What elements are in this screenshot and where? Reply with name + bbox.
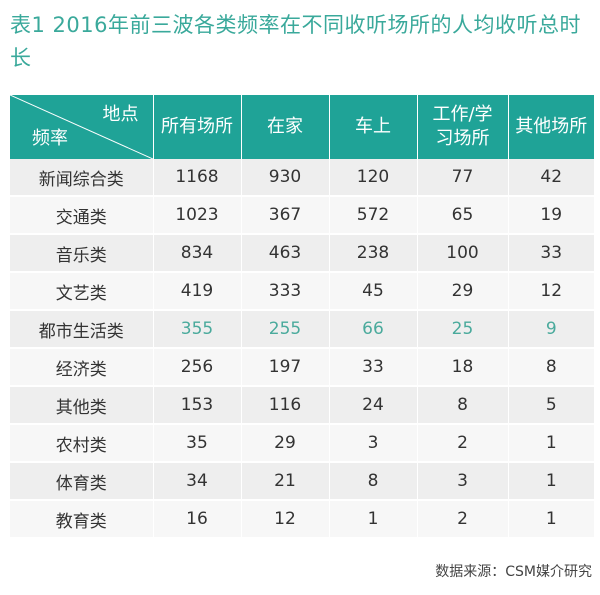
- table-cell: 24: [328, 386, 417, 425]
- row-label: 体育类: [10, 462, 153, 501]
- table-cell: 120: [328, 159, 417, 197]
- table-cell: 463: [240, 234, 329, 273]
- table-cell: 153: [152, 386, 241, 425]
- table-cell: 45: [328, 272, 417, 311]
- column-header-work: 工作/学习场所: [416, 95, 508, 159]
- row-label: 新闻综合类: [10, 159, 153, 197]
- corner-header-cell: 地点 频率: [10, 95, 153, 159]
- row-label: 都市生活类: [10, 310, 153, 349]
- table-body: 新闻综合类 1168 930 120 77 42 交通类 1023 367 572 65 19 音乐类 8…: [10, 159, 594, 539]
- table-cell: 2: [416, 424, 508, 463]
- table-cell: 42: [507, 159, 594, 197]
- column-header-all: 所有场所: [152, 95, 241, 159]
- table-cell: 8: [507, 348, 594, 387]
- table-cell: 197: [240, 348, 329, 387]
- table-row: 音乐类 834 463 238 100 33: [10, 234, 594, 273]
- table-cell: 367: [240, 196, 329, 235]
- table-cell: 834: [152, 234, 241, 273]
- row-label: 教育类: [10, 500, 153, 539]
- row-label: 交通类: [10, 196, 153, 235]
- table-cell: 116: [240, 386, 329, 425]
- table-cell: 255: [240, 310, 329, 349]
- table-cell: 66: [328, 310, 417, 349]
- data-source: 数据来源：CSM媒介研究: [435, 564, 592, 580]
- table-row: 文艺类 419 333 45 29 12: [10, 272, 594, 311]
- table-cell: 25: [416, 310, 508, 349]
- column-header-car: 车上: [328, 95, 417, 159]
- table-cell: 12: [507, 272, 594, 311]
- table-cell: 3: [328, 424, 417, 463]
- table-cell: 9: [507, 310, 594, 349]
- table-cell: 34: [152, 462, 241, 501]
- table-cell: 77: [416, 159, 508, 197]
- row-label: 文艺类: [10, 272, 153, 311]
- table-cell: 5: [507, 386, 594, 425]
- table-cell: 930: [240, 159, 329, 197]
- table-cell: 21: [240, 462, 329, 501]
- table-row: 农村类 35 29 3 2 1: [10, 424, 594, 463]
- table-cell: 19: [507, 196, 594, 235]
- row-label: 音乐类: [10, 234, 153, 273]
- table-cell: 238: [328, 234, 417, 273]
- table-cell: 572: [328, 196, 417, 235]
- table-row: 其他类 153 116 24 8 5: [10, 386, 594, 425]
- row-label: 经济类: [10, 348, 153, 387]
- table-cell: 2: [416, 500, 508, 539]
- column-header-other: 其他场所: [507, 95, 594, 159]
- column-header-work-label: 工作/学习场所: [432, 104, 493, 149]
- table-cell: 1168: [152, 159, 241, 197]
- table-cell: 419: [152, 272, 241, 311]
- table-cell: 1: [328, 500, 417, 539]
- table-cell: 1023: [152, 196, 241, 235]
- table-cell: 33: [507, 234, 594, 273]
- table-cell: 355: [152, 310, 241, 349]
- table-row: 交通类 1023 367 572 65 19: [10, 196, 594, 235]
- table-row: 教育类 16 12 1 2 1: [10, 500, 594, 539]
- table-cell: 1: [507, 424, 594, 463]
- table-row: 体育类 34 21 8 3 1: [10, 462, 594, 501]
- table-cell: 29: [416, 272, 508, 311]
- corner-label-place: 地点: [102, 104, 139, 125]
- table-row: 都市生活类 355 255 66 25 9: [10, 310, 594, 349]
- diagonal-divider: [10, 95, 153, 159]
- table-cell: 33: [328, 348, 417, 387]
- table-row: 经济类 256 197 33 18 8: [10, 348, 594, 387]
- row-label: 其他类: [10, 386, 153, 425]
- table-cell: 256: [152, 348, 241, 387]
- table-cell: 16: [152, 500, 241, 539]
- table-row: 新闻综合类 1168 930 120 77 42: [10, 159, 594, 197]
- table-cell: 3: [416, 462, 508, 501]
- table-cell: 12: [240, 500, 329, 539]
- table-cell: 100: [416, 234, 508, 273]
- table-title: 表1 2016年前三波各类频率在不同收听场所的人均收听总时长: [10, 13, 581, 70]
- table-cell: 18: [416, 348, 508, 387]
- corner-label-frequency: 频率: [32, 128, 68, 149]
- table-cell: 333: [240, 272, 329, 311]
- column-header-home: 在家: [240, 95, 329, 159]
- data-table: 地点 频率 所有场所 在家 车上 工作/学习场所 其他场所 新闻综合类 1168 9…: [10, 95, 594, 539]
- table-cell: 35: [152, 424, 241, 463]
- data-table-container: 地点 频率 所有场所 在家 车上 工作/学习场所 其他场所 新闻综合类 1168 9…: [10, 95, 594, 539]
- table-header-row: 地点 频率 所有场所 在家 车上 工作/学习场所 其他场所: [10, 95, 594, 159]
- table-cell: 65: [416, 196, 508, 235]
- table-cell: 8: [328, 462, 417, 501]
- table-cell: 8: [416, 386, 508, 425]
- table-cell: 1: [507, 462, 594, 501]
- row-label: 农村类: [10, 424, 153, 463]
- table-cell: 1: [507, 500, 594, 539]
- table-cell: 29: [240, 424, 329, 463]
